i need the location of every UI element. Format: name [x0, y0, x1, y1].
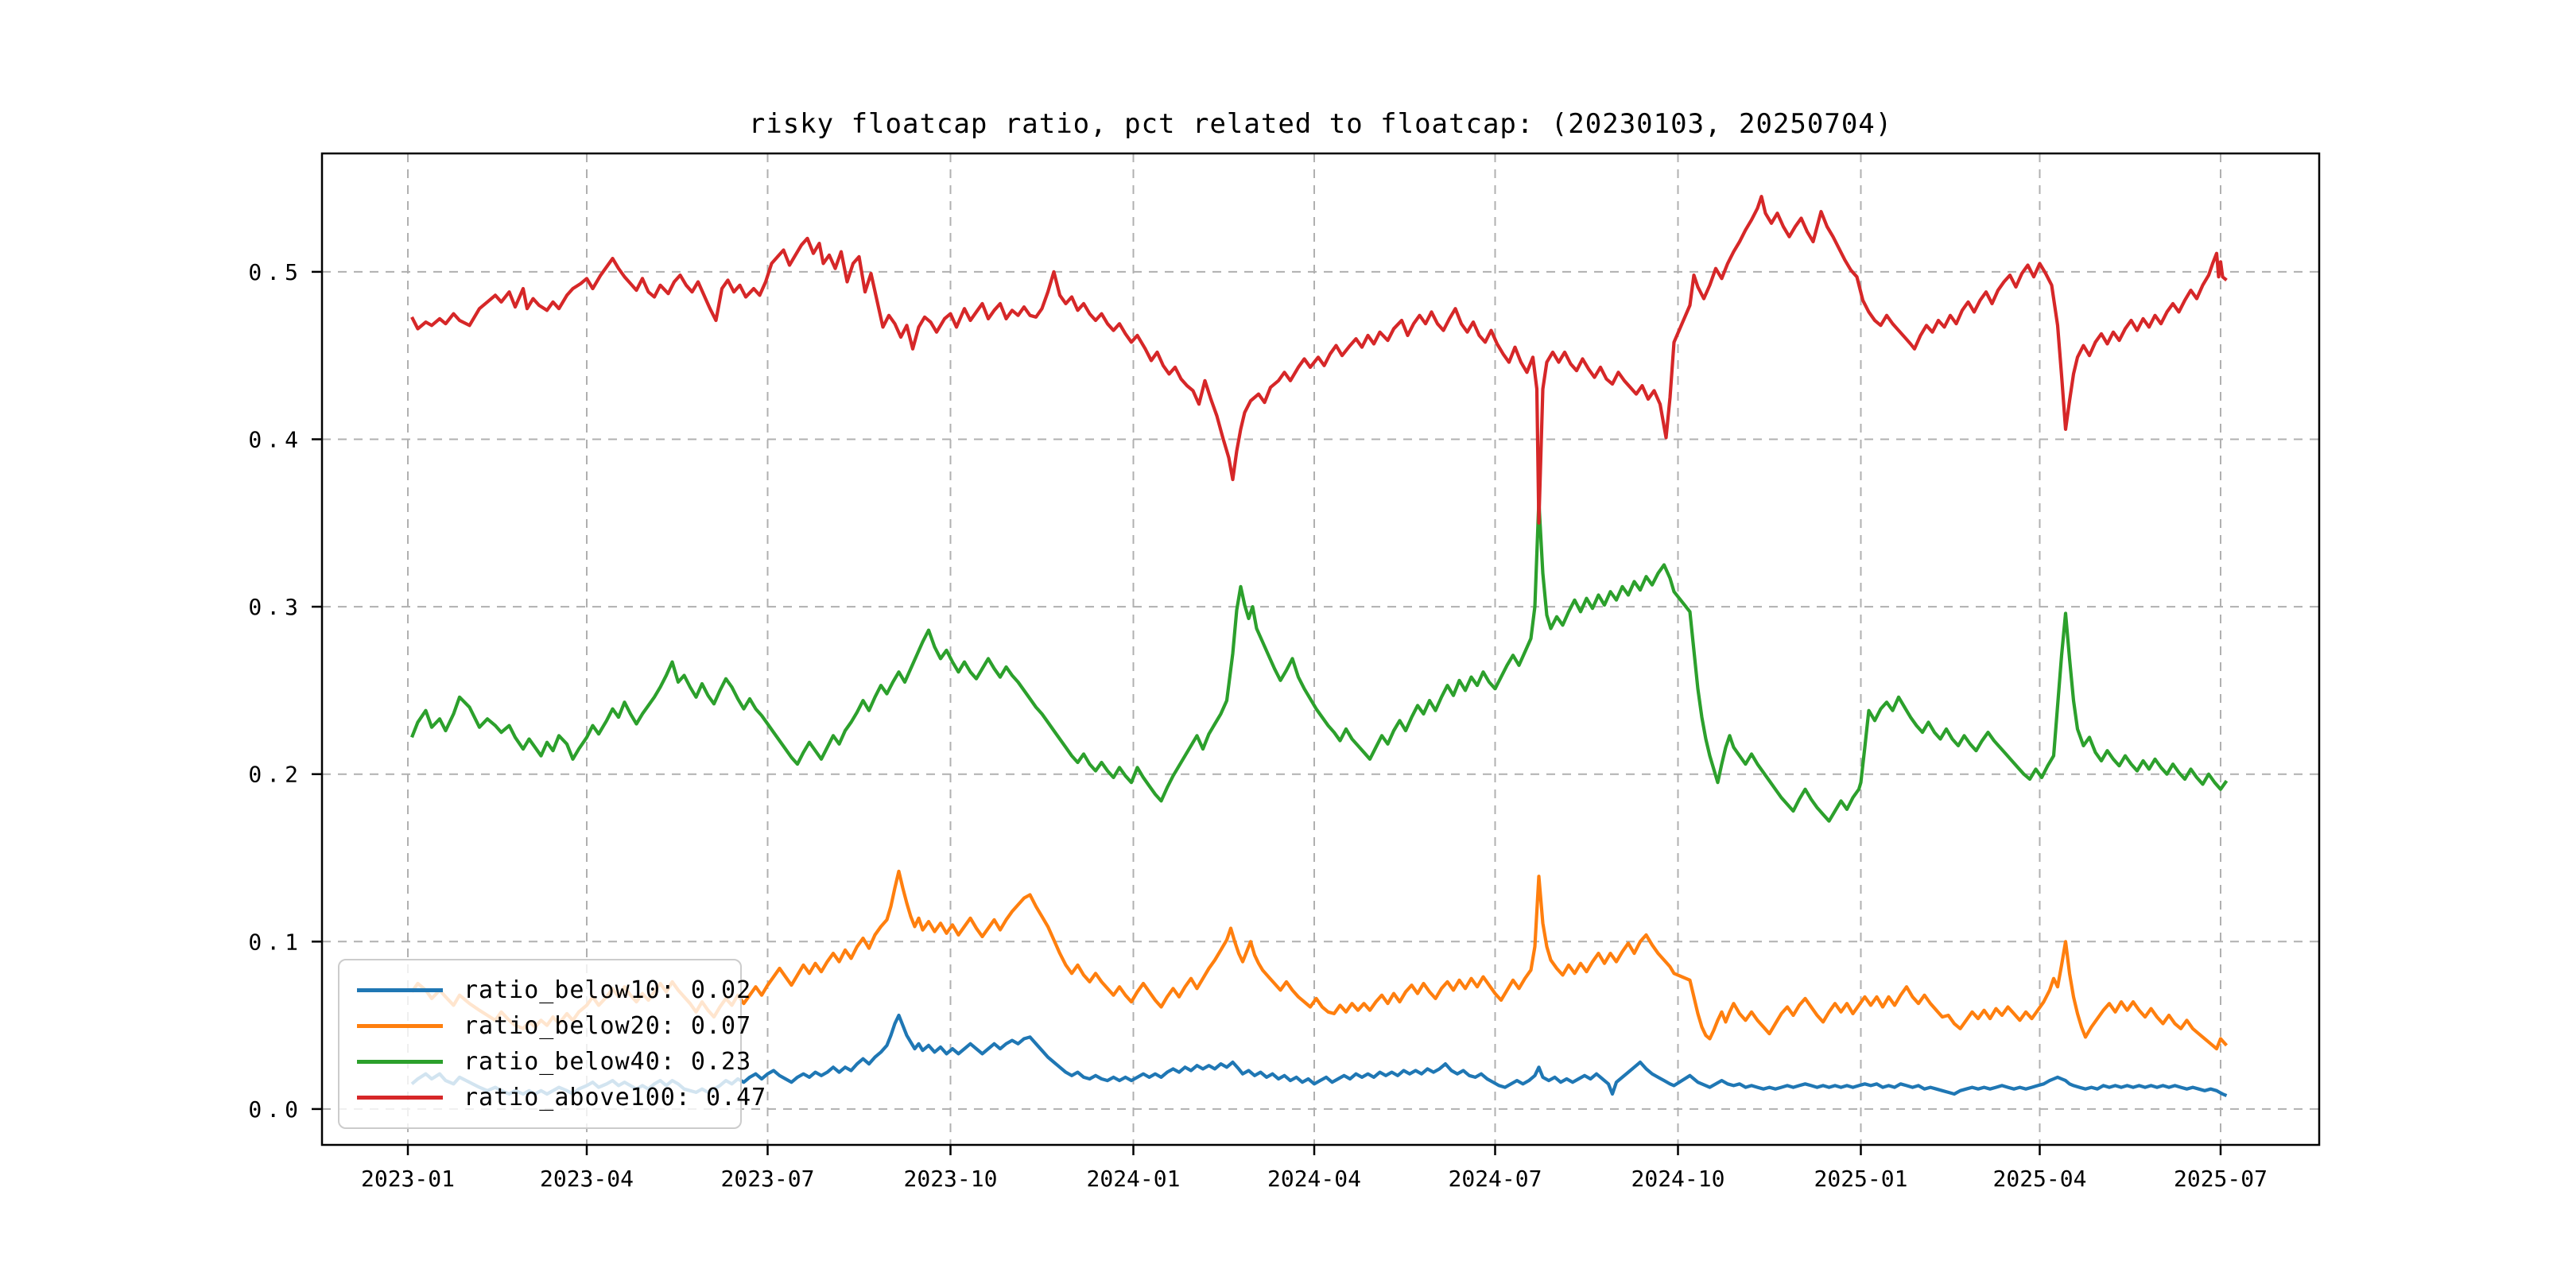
x-tick-label: 2024-10 — [1631, 1166, 1724, 1192]
x-tick-label: 2024-01 — [1086, 1166, 1180, 1192]
x-tick-label: 2024-04 — [1267, 1166, 1361, 1192]
series-line-ratio_below20 — [410, 869, 2229, 1051]
x-tick-label: 2023-07 — [720, 1166, 814, 1192]
series-line-ratio_below10 — [410, 1013, 2228, 1098]
legend-swatch-ratio_below40 — [357, 1060, 443, 1065]
legend-row: ratio_below10: 0.02 — [357, 973, 751, 1007]
series-line-ratio_above100 — [410, 195, 2228, 525]
legend-row: ratio_below40: 0.23 — [357, 1046, 751, 1079]
legend-row: ratio_above100: 0.47 — [357, 1081, 766, 1115]
legend-swatch-ratio_below10 — [357, 987, 443, 992]
chart-title: risky floatcap ratio, pct related to flo… — [748, 108, 1893, 140]
legend-label-ratio_below40: ratio_below40: 0.23 — [464, 1048, 752, 1077]
x-tick-label: 2024-07 — [1448, 1166, 1542, 1192]
legend-row: ratio_below20: 0.07 — [357, 1009, 751, 1042]
y-tick-label: 0.1 — [248, 929, 303, 955]
x-tick-label: 2025-04 — [1992, 1166, 2086, 1192]
x-tick-label: 2023-01 — [361, 1166, 455, 1192]
legend: ratio_below10: 0.02 ratio_below20: 0.07 … — [338, 959, 766, 1129]
legend-label-ratio_below20: ratio_below20: 0.07 — [464, 1011, 752, 1040]
x-tick-label: 2023-04 — [540, 1166, 634, 1192]
y-tick-label: 0.0 — [248, 1096, 303, 1123]
plot-frame — [320, 152, 2321, 1146]
y-tick-label: 0.4 — [248, 427, 303, 453]
y-tick-label: 0.2 — [248, 762, 303, 788]
legend-swatch-ratio_above100 — [357, 1096, 443, 1100]
series-line-ratio_below40 — [410, 499, 2229, 823]
legend-label-ratio_below10: ratio_below10: 0.02 — [464, 976, 752, 1004]
x-tick-label: 2023-10 — [903, 1166, 997, 1192]
legend-swatch-ratio_below20 — [357, 1023, 443, 1028]
y-tick-label: 0.3 — [248, 594, 303, 620]
y-tick-label: 0.5 — [248, 259, 303, 285]
legend-label-ratio_above100: ratio_above100: 0.47 — [464, 1084, 767, 1112]
x-tick-label: 2025-07 — [2174, 1166, 2268, 1192]
x-tick-label: 2025-01 — [1814, 1166, 1907, 1192]
